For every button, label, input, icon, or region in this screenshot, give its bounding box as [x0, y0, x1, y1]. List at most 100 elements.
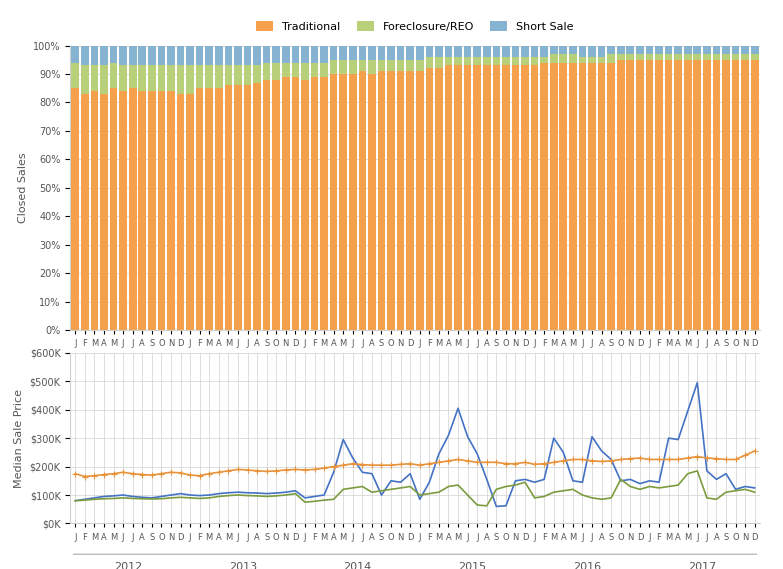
Bar	[597, 46, 605, 57]
Bar	[167, 46, 175, 65]
Bar	[291, 63, 299, 77]
Bar	[722, 54, 730, 60]
Bar	[684, 54, 691, 60]
Bar	[205, 65, 213, 88]
Bar	[110, 46, 117, 63]
Bar	[416, 60, 424, 71]
Bar	[511, 46, 519, 57]
Bar	[751, 60, 759, 330]
Bar	[139, 46, 146, 65]
Bar	[454, 57, 462, 65]
Bar	[464, 46, 471, 57]
Bar	[416, 71, 424, 330]
Bar	[521, 46, 529, 57]
Bar	[626, 60, 634, 330]
Bar	[597, 57, 605, 63]
Bar	[540, 46, 548, 57]
Bar	[234, 46, 242, 65]
Bar	[91, 91, 98, 330]
Bar	[502, 57, 510, 65]
Bar	[445, 65, 453, 330]
Bar	[81, 65, 88, 94]
Bar	[646, 54, 653, 60]
Bar	[330, 74, 337, 330]
Bar	[684, 46, 691, 54]
Bar	[445, 46, 453, 57]
Bar	[502, 46, 510, 57]
Bar	[742, 60, 749, 330]
Bar	[694, 60, 701, 330]
Bar	[100, 94, 108, 330]
Bar	[751, 54, 759, 60]
Bar	[177, 65, 184, 94]
Bar	[732, 54, 739, 60]
Bar	[282, 46, 290, 63]
Bar	[205, 88, 213, 330]
Bar	[388, 46, 395, 60]
Bar	[349, 74, 356, 330]
Bar	[474, 65, 481, 330]
Bar	[569, 46, 577, 54]
Bar	[205, 46, 213, 65]
Bar	[272, 80, 280, 330]
Bar	[665, 54, 673, 60]
Text: 2013: 2013	[229, 562, 257, 569]
Bar	[435, 57, 442, 68]
Bar	[445, 57, 453, 65]
Text: 2016: 2016	[573, 562, 601, 569]
Bar	[186, 65, 194, 94]
Bar	[253, 83, 261, 330]
Y-axis label: Closed Sales: Closed Sales	[18, 152, 27, 223]
Bar	[301, 80, 309, 330]
Bar	[608, 46, 615, 54]
Bar	[263, 63, 270, 80]
Bar	[397, 46, 405, 60]
Bar	[119, 46, 127, 65]
Bar	[244, 46, 251, 65]
Bar	[722, 60, 730, 330]
Bar	[521, 57, 529, 65]
Bar	[339, 74, 347, 330]
Bar	[626, 54, 634, 60]
Bar	[531, 46, 539, 57]
Bar	[225, 85, 233, 330]
Bar	[291, 46, 299, 63]
Bar	[713, 46, 720, 54]
Bar	[196, 88, 204, 330]
Bar	[694, 54, 701, 60]
Bar	[454, 46, 462, 57]
Bar	[588, 46, 596, 57]
Bar	[655, 46, 663, 54]
Bar	[617, 54, 625, 60]
Bar	[626, 46, 634, 54]
Bar	[167, 65, 175, 91]
Bar	[253, 65, 261, 83]
Bar	[540, 63, 548, 330]
Bar	[684, 60, 691, 330]
Bar	[311, 46, 319, 63]
Bar	[91, 46, 98, 65]
Bar	[674, 54, 682, 60]
Bar	[196, 65, 204, 88]
Bar	[157, 46, 165, 65]
Bar	[377, 60, 385, 71]
Bar	[636, 60, 644, 330]
Bar	[186, 46, 194, 65]
Bar	[550, 63, 557, 330]
Bar	[377, 71, 385, 330]
Bar	[608, 63, 615, 330]
Bar	[139, 91, 146, 330]
Bar	[139, 65, 146, 91]
Bar	[397, 60, 405, 71]
Bar	[483, 46, 491, 57]
Bar	[569, 54, 577, 63]
Bar	[388, 71, 395, 330]
Bar	[722, 46, 730, 54]
Bar	[234, 85, 242, 330]
Bar	[588, 57, 596, 63]
Bar	[81, 46, 88, 65]
Bar	[397, 71, 405, 330]
Bar	[282, 77, 290, 330]
Text: 2012: 2012	[114, 562, 142, 569]
Bar	[474, 46, 481, 57]
